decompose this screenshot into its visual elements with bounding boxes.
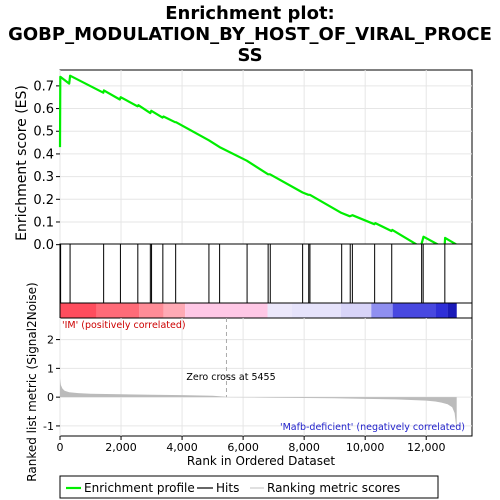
es-panel: 0.0 0.1 0.2 0.3 0.4 0.5 0.6 0.7 [33,69,473,257]
x-axis-label: Rank in Ordered Dataset [187,454,335,468]
es-y-tick-label: 0.2 [33,193,54,208]
heatmap-segment [96,303,140,318]
zero-cross-label: Zero cross at 5455 [186,372,275,383]
es-y-tick-label: 0.3 [33,170,54,185]
x-tick-label: 2,000 [105,441,137,454]
heatmap-segment [392,303,436,318]
es-y-tick-label: 0.4 [33,147,54,162]
x-tick-label: 8,000 [288,441,320,454]
heatmap-segment [267,303,292,318]
es-y-tick-label: 0.6 [33,102,54,117]
heatmap-segment [291,303,341,318]
hits-panel-frame [59,243,473,304]
es-y-axis-label: Enrichment score (ES) [14,85,30,241]
x-axis-ticks: 0 2,000 4,000 6,000 8,000 10,000 12,000 [57,436,446,454]
heatmap-segment [139,303,164,318]
enrichment-profile-line [58,74,458,250]
legend: Enrichment profile Hits Ranking metric s… [59,475,439,499]
es-y-ticks: 0.0 0.1 0.2 0.3 0.4 0.5 0.6 0.7 [33,79,60,253]
rank-heatmap-strip [60,303,457,318]
metric-y-tick-label: -1 [43,420,54,433]
heatmap-segment [447,303,457,318]
legend-enrichment-label: Enrichment profile [84,481,195,495]
heatmap-segment [435,303,448,318]
hits-panel [59,243,473,304]
metric-y-tick-label: 1 [47,362,54,375]
chart-title-line-2: GOBP_MODULATION_BY_HOST_OF_VIRAL_PROCE [8,24,492,45]
chart-title-line-3: SS [237,45,262,66]
heatmap-segment [371,303,393,318]
x-tick-label: 4,000 [166,441,198,454]
x-tick-label: 0 [57,441,64,454]
heatmap-segment [60,303,97,318]
heatmap-segment [340,303,372,318]
negative-class-label: 'Mafb-deficient' (negatively correlated) [280,422,465,433]
x-tick-label: 6,000 [227,441,259,454]
es-y-tick-label: 0.5 [33,125,54,140]
heatmap-segment [185,303,268,318]
metric-y-ticks: -1 0 1 2 [43,334,60,433]
x-tick-label: 10,000 [346,441,385,454]
es-y-tick-label: 0.1 [33,215,54,230]
hit-markers [60,244,446,303]
positive-class-label: 'IM' (positively correlated) [62,320,186,331]
metric-y-tick-label: 2 [47,334,54,347]
metric-panel-frame [59,317,473,437]
es-y-tick-label: 0.7 [33,79,54,94]
chart-title-line-1: Enrichment plot: [165,3,335,24]
legend-frame [59,475,439,499]
x-tick-label: 12,000 [407,441,446,454]
legend-metric-label: Ranking metric scores [267,481,400,495]
heatmap-segment [163,303,186,318]
metric-y-axis-label: Ranked list metric (Signal2Noise) [25,282,39,481]
es-grid [59,70,472,256]
metric-y-tick-label: 0 [47,391,54,404]
legend-hits-label: Hits [216,481,239,495]
es-y-tick-label: 0.0 [33,238,54,253]
